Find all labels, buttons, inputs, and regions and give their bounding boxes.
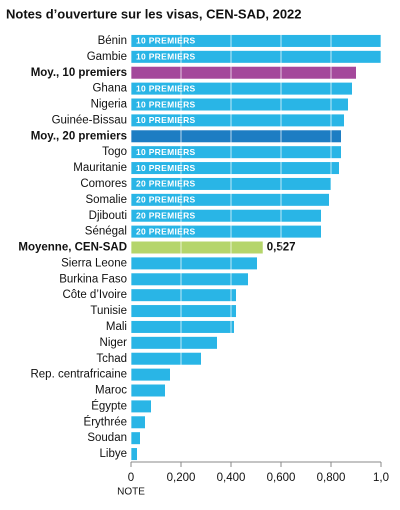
bar-tag: 10 PREMIERS: [136, 99, 196, 109]
bar: [131, 336, 217, 349]
y-tick-label: Burkina Faso: [59, 273, 127, 285]
bar: [131, 98, 348, 111]
bar: [131, 146, 341, 159]
y-tick-label: Nigeria: [91, 99, 128, 111]
bar-tag: 10 PREMIERS: [136, 36, 196, 46]
bar: [131, 241, 263, 254]
x-tick-label: 0,400: [217, 472, 246, 484]
x-tick-label: 0,200: [167, 472, 196, 484]
y-tick-label: Libye: [100, 448, 128, 460]
bar-tag: 20 PREMIERS: [136, 210, 196, 220]
bar: [131, 34, 381, 47]
x-tick-label: 0,800: [317, 472, 346, 484]
bar-tag: 20 PREMIERS: [136, 226, 196, 236]
y-tick-label: Moy., 10 premiers: [31, 67, 127, 79]
bar: [131, 400, 151, 413]
y-tick-label: Gambie: [87, 51, 127, 63]
bar: [131, 50, 381, 63]
bar-tag: 10 PREMIERS: [136, 52, 196, 62]
bar: [131, 273, 248, 286]
bar: [131, 209, 321, 222]
bar: [131, 66, 356, 79]
y-tick-label: Sierra Leone: [61, 257, 127, 269]
bar: [131, 432, 140, 445]
bar-tag: 20 PREMIERS: [136, 195, 196, 205]
y-tick-label: Maroc: [95, 385, 127, 397]
y-tick-label: Somalie: [85, 194, 127, 206]
y-tick-label: Sénégal: [85, 226, 127, 238]
y-tick-label: Guinée-Bissau: [52, 114, 127, 126]
bar: [131, 320, 234, 333]
x-tick-label: 0: [128, 472, 134, 484]
y-tick-label: Moy., 20 premiers: [31, 130, 127, 142]
x-axis-label: NOTE: [117, 487, 145, 498]
y-tick-label: Tchad: [96, 353, 127, 365]
bar: [131, 162, 339, 175]
bar: [131, 448, 137, 461]
bar: [131, 289, 236, 302]
y-tick-label: Comores: [80, 178, 127, 190]
y-tick-label: Côte d’Ivoire: [62, 289, 127, 301]
bar-tag: 10 PREMIERS: [136, 163, 196, 173]
bar-tag: 20 PREMIERS: [136, 179, 196, 189]
y-tick-label: Djibouti: [89, 210, 127, 222]
y-tick-label: Ghana: [92, 83, 127, 95]
bar: [131, 225, 321, 238]
bar: [131, 114, 344, 127]
x-tick-label: 0,600: [267, 472, 296, 484]
y-tick-label: Soudan: [87, 432, 127, 444]
bar: [131, 352, 201, 365]
bar: [131, 130, 341, 143]
bar: [131, 416, 145, 429]
bar-tag: 10 PREMIERS: [136, 115, 196, 125]
x-tick-label: 1,0: [373, 472, 389, 484]
bar: [131, 368, 170, 381]
y-tick-label: Niger: [100, 337, 128, 349]
y-tick-label: Érythrée: [84, 415, 127, 428]
y-tick-label: Rep. centrafricaine: [30, 369, 127, 381]
bar: [131, 384, 165, 397]
y-tick-label: Bénin: [98, 35, 127, 47]
chart-title: Notes d’ouverture sur les visas, CEN-SAD…: [6, 6, 302, 21]
bar-tag: 10 PREMIERS: [136, 83, 196, 93]
bar-tag: 10 PREMIERS: [136, 147, 196, 157]
y-tick-label: Moyenne, CEN-SAD: [18, 242, 127, 254]
y-tick-label: Égypte: [91, 399, 127, 412]
y-tick-label: Togo: [102, 146, 127, 158]
y-tick-label: Tunisie: [90, 305, 127, 317]
y-tick-label: Mauritanie: [73, 162, 127, 174]
y-tick-label: Mali: [106, 321, 127, 333]
bar: [131, 257, 257, 270]
bar: [131, 82, 352, 95]
bar: [131, 305, 236, 318]
